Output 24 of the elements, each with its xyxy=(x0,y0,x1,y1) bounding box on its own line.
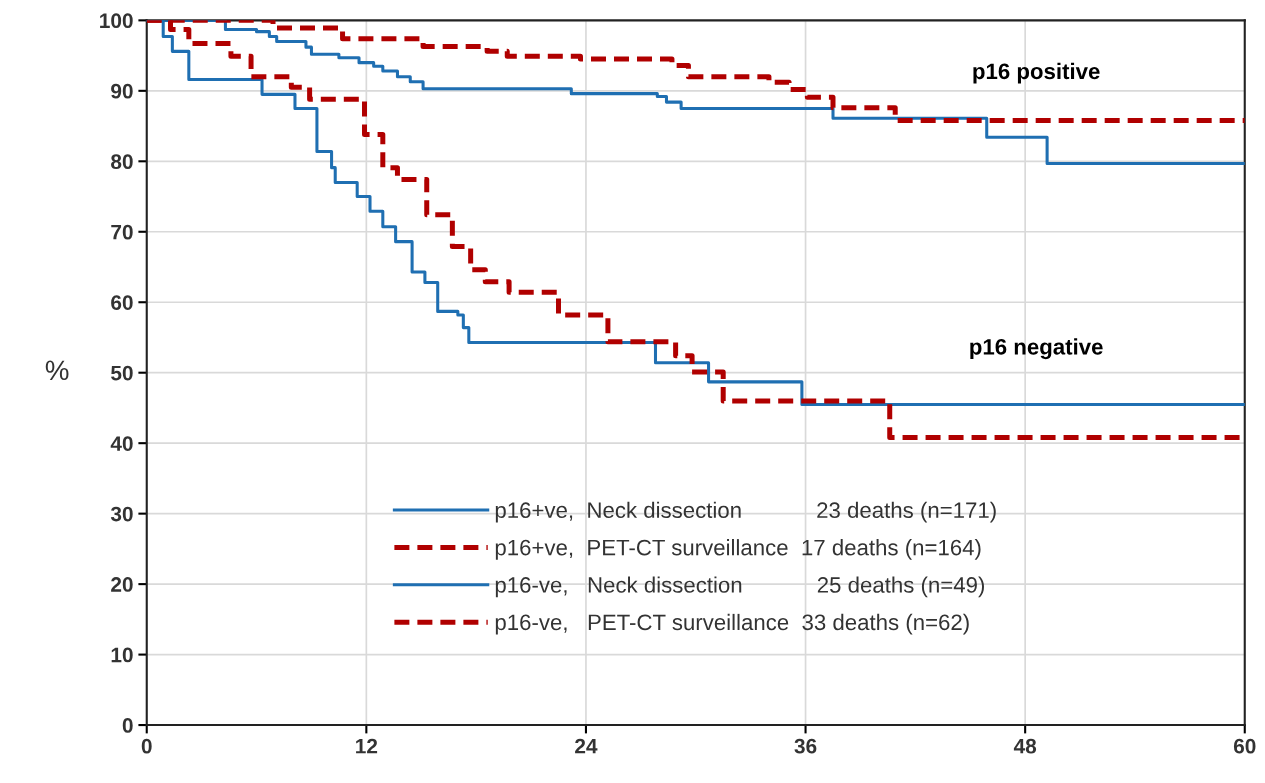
legend-label: p16-ve, PET-CT surveillance 33 deaths (n=62) xyxy=(495,613,969,635)
legend-label: p16+ve, PET-CT surveillance 17 deaths (n=164) xyxy=(495,539,981,560)
x-tick-label: 12 xyxy=(356,738,378,754)
legend-label: p16-ve, Neck dissection 25 deaths (n=49) xyxy=(495,576,984,598)
y-tick-label: 90 xyxy=(111,83,133,99)
x-tick-label: 0 xyxy=(141,738,152,754)
y-tick-label: 0 xyxy=(122,718,133,733)
y-tick-label: 100 xyxy=(100,13,133,29)
y-tick-label: 80 xyxy=(111,154,133,170)
y-tick-label: 50 xyxy=(111,365,133,381)
y-tick-label: 40 xyxy=(110,436,133,451)
x-tick-label: 36 xyxy=(794,738,817,754)
annotation: p16 negative xyxy=(970,338,1103,360)
y-tick-label: 20 xyxy=(111,577,133,592)
x-tick-label: 24 xyxy=(575,738,598,754)
y-tick-label: 70 xyxy=(111,224,133,240)
annotation: p16 positive xyxy=(973,62,1100,84)
y-tick-label: 10 xyxy=(111,647,133,663)
y-tick-label: 60 xyxy=(111,295,133,310)
x-tick-label: 48 xyxy=(1013,738,1037,754)
y-axis-title: % xyxy=(45,360,69,381)
legend-label: p16+ve, Neck dissection 23 deaths (n=171) xyxy=(495,501,996,523)
y-tick-label: 30 xyxy=(110,506,133,522)
x-tick-label: 60 xyxy=(1233,738,1256,754)
